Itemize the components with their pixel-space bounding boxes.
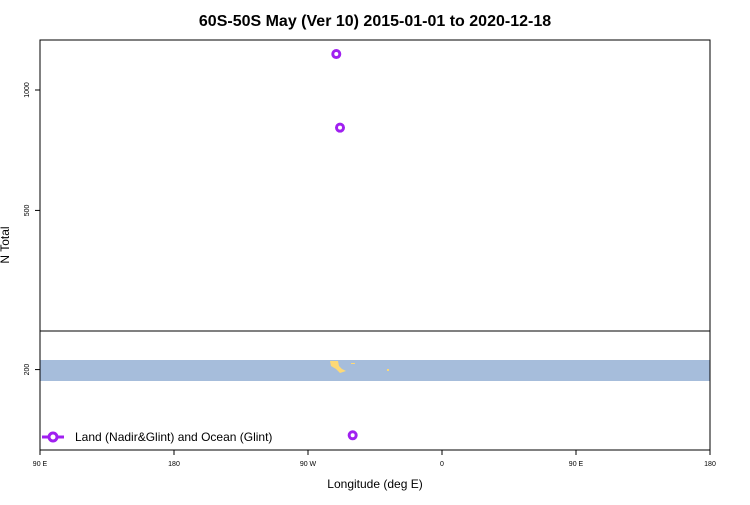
- data-point: [331, 49, 342, 60]
- x-tick-label: 90 E: [569, 461, 584, 468]
- x-tick-label: 0: [440, 461, 444, 468]
- y-tick-label: 500: [24, 204, 31, 216]
- data-point: [347, 430, 358, 441]
- y-axis-label: N Total: [0, 226, 12, 263]
- land-island: [387, 369, 389, 371]
- x-tick-label: 180: [168, 461, 180, 468]
- chart-title: 60S-50S May (Ver 10) 2015-01-01 to 2020-…: [199, 13, 551, 30]
- land-mask: [330, 361, 389, 373]
- y-tick-label: 1000: [24, 82, 31, 98]
- data-point: [335, 122, 346, 133]
- legend-label: Land (Nadir&Glint) and Ocean (Glint): [75, 430, 272, 444]
- legend-marker: [47, 431, 59, 443]
- x-tick-label: 90 E: [33, 461, 48, 468]
- x-tick-label: 180: [704, 461, 716, 468]
- land-islands: [351, 363, 355, 364]
- land-south-america: [330, 361, 346, 373]
- plot-frame: [39, 39, 711, 451]
- legend: Land (Nadir&Glint) and Ocean (Glint): [42, 430, 272, 444]
- x-axis-label: Longitude (deg E): [327, 477, 422, 491]
- y-tick-label: 200: [24, 364, 31, 376]
- x-tick-label: 90 W: [300, 461, 317, 468]
- ocean-band: [40, 360, 710, 381]
